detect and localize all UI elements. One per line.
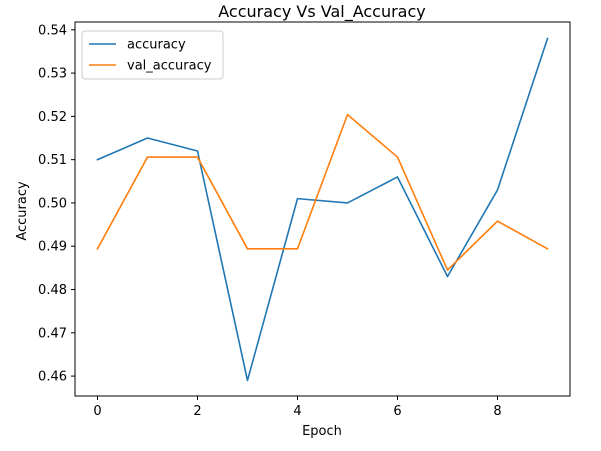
x-tick-label: 8	[493, 404, 501, 419]
plot-frame	[74, 21, 571, 397]
legend-label-accuracy: accuracy	[127, 38, 186, 53]
series-line-val-accuracy	[96, 113, 549, 271]
legend: accuracy val_accuracy	[81, 30, 224, 80]
x-axis-label: Epoch	[302, 424, 342, 439]
y-tick-label: 0.48	[38, 283, 67, 298]
y-tick-label: 0.51	[38, 153, 67, 168]
legend-label-val-accuracy: val_accuracy	[127, 59, 212, 74]
y-tick-label: 0.50	[38, 196, 67, 211]
y-tick-label: 0.53	[38, 67, 67, 82]
series-line-accuracy	[96, 37, 549, 382]
x-tick-label: 0	[93, 404, 101, 419]
y-axis-label: Accuracy	[15, 181, 30, 241]
y-tick-label: 0.52	[38, 110, 67, 125]
y-tick-label: 0.47	[38, 326, 67, 341]
x-tick-label: 6	[393, 404, 401, 419]
y-tick-label: 0.46	[38, 370, 67, 385]
x-tick-label: 4	[293, 404, 301, 419]
x-tick-label: 2	[193, 404, 201, 419]
y-tick-label: 0.49	[38, 240, 67, 255]
plot-area: 0 2 4 6 8 0.46 0.47 0.48 0.49 0.50 0.51 0.52 0.53 0.5…	[38, 21, 571, 419]
chart-title: Accuracy Vs Val_Accuracy	[218, 2, 426, 22]
y-tick-label: 0.54	[38, 23, 67, 38]
legend-box	[81, 30, 224, 80]
